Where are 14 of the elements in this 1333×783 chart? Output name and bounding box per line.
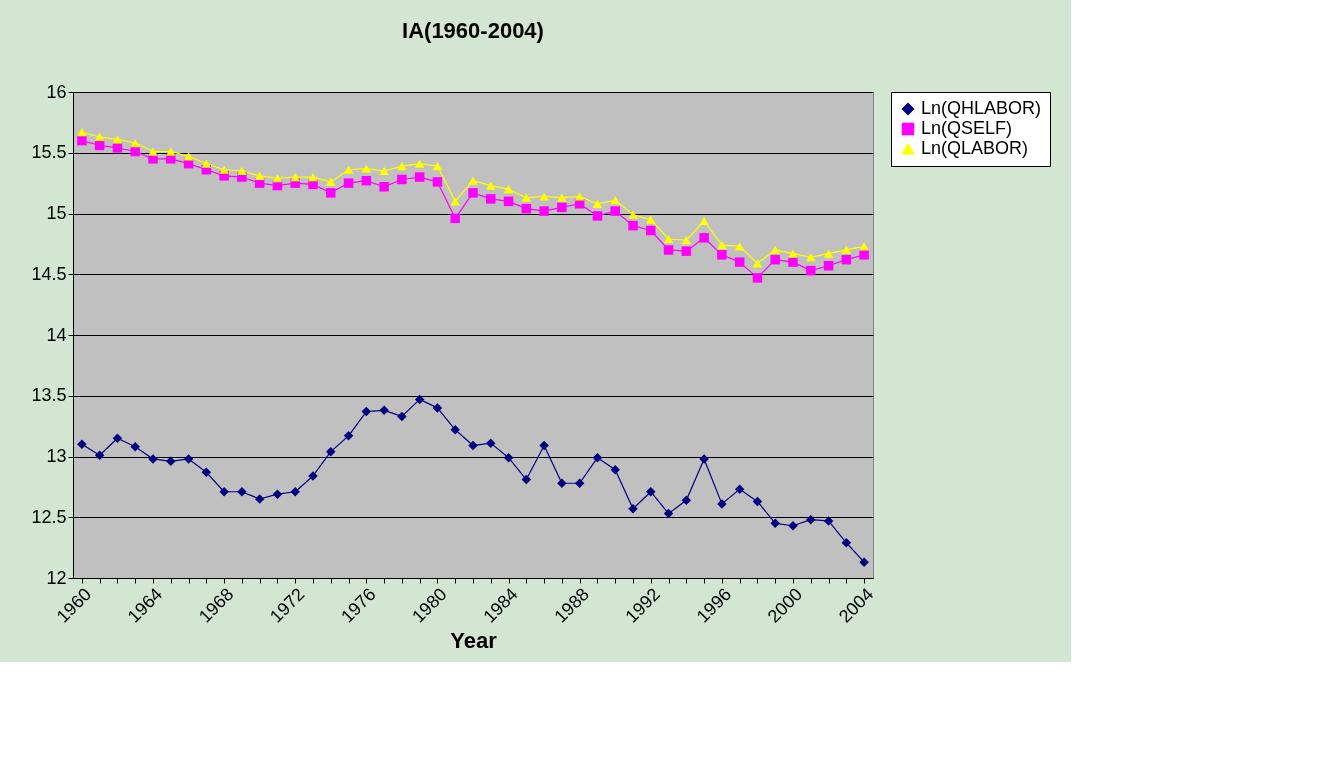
chart-title: IA(1960-2004) (402, 18, 544, 43)
y-tick-label: 14.5 (31, 263, 67, 284)
legend-label: Ln(QSELF) (921, 118, 1013, 138)
legend-label: Ln(QHLABOR) (921, 98, 1042, 118)
legend-label: Ln(QLABOR) (921, 138, 1029, 158)
y-tick-label: 14 (46, 324, 67, 345)
y-tick-label: 12 (46, 567, 67, 588)
y-tick-label: 12.5 (31, 506, 67, 527)
x-axis-title: Year (450, 627, 498, 653)
y-tick-label: 16 (46, 81, 67, 102)
y-tick-label: 15 (46, 203, 67, 223)
y-tick-label: 13.5 (31, 385, 67, 406)
y-tick-label: 13 (46, 446, 67, 466)
y-tick-label: 15.5 (31, 142, 67, 163)
